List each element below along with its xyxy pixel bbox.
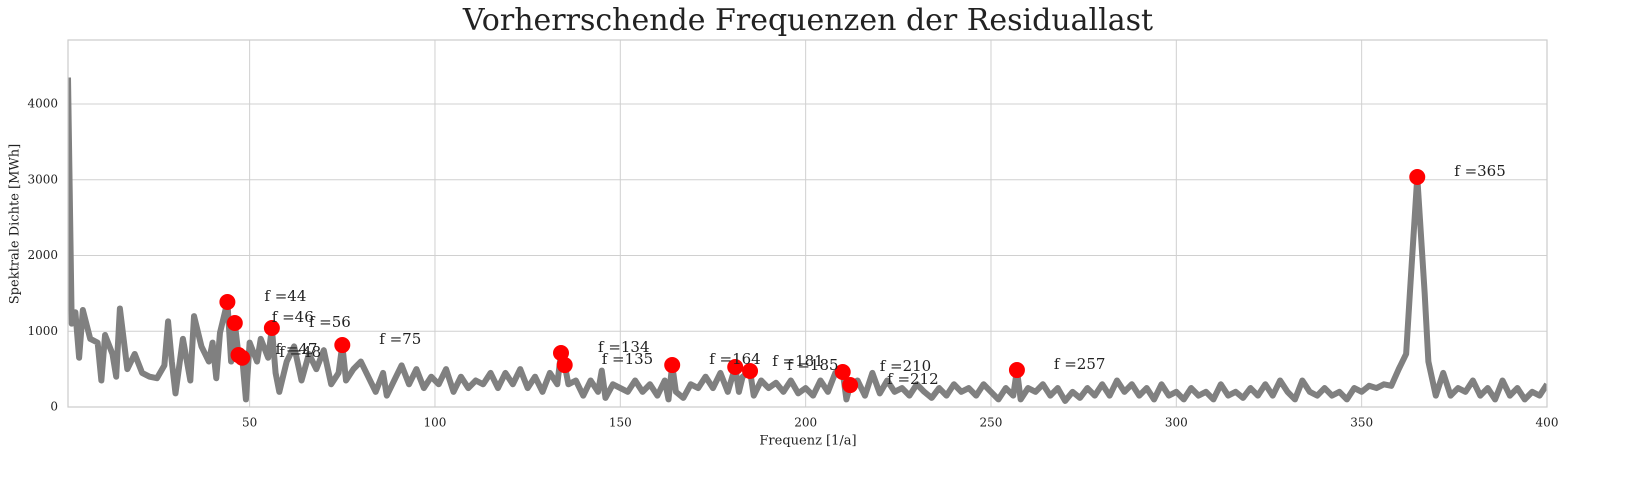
peak-label: f =47 [276,340,318,358]
peak-marker [226,314,243,331]
peak-label: f =135 [602,350,654,368]
peak-marker [742,363,759,380]
y-tick-label: 1000 [27,324,58,338]
peak-marker [1409,169,1426,186]
y-tick-label: 0 [50,400,58,414]
peak-marker [842,377,859,394]
peak-marker [834,364,851,381]
peak-label: f =210 [880,357,932,375]
peak-marker [727,359,744,376]
peak-marker [664,357,681,374]
peak-label: f =365 [1454,162,1506,180]
peak-marker [1008,362,1025,379]
x-tick-label: 400 [1536,416,1559,430]
peak-marker [553,344,569,361]
peak-label: f =257 [1054,355,1106,373]
peak-label: f =56 [309,313,351,331]
y-tick-label: 4000 [27,97,58,111]
x-tick-label: 50 [242,416,257,430]
x-tick-label: 200 [794,416,817,430]
plot-frame [67,39,1548,408]
x-axis-label: Frequenz [1/a] [759,434,856,449]
plot [68,77,1547,404]
peak-marker [556,357,573,374]
peak-label: f =164 [709,350,761,368]
y-tick-label: 3000 [27,172,58,186]
peak-label: f =134 [598,338,650,356]
peak-label: f =181 [772,352,824,370]
peak-marker [219,294,236,311]
x-tick-label: 250 [980,416,1003,430]
y-tick-label: 2000 [27,248,58,262]
chart-title: Vorherrschende Frequenzen der Residualla… [462,3,1153,38]
peak-marker [334,337,351,354]
annotations: 0 1000 2000 3000 4000 50 100 150 200 250 300 350 400… [27,97,1558,430]
peak-label: f =185 [787,356,839,374]
peak-marker [234,349,251,366]
peak-label: f =75 [379,330,421,348]
x-tick-label: 350 [1350,416,1373,430]
x-tick-label: 300 [1165,416,1188,430]
peak-label: f =44 [264,287,306,305]
peak-label: f =46 [272,308,314,326]
x-tick-label: 100 [424,416,447,430]
peak-label: f =48 [279,343,321,361]
y-axis-label: Spektrale Dichte [MWh] [8,144,23,304]
peak-label: f =212 [887,370,939,388]
x-tick-label: 150 [609,416,632,430]
peak-marker [263,319,280,336]
